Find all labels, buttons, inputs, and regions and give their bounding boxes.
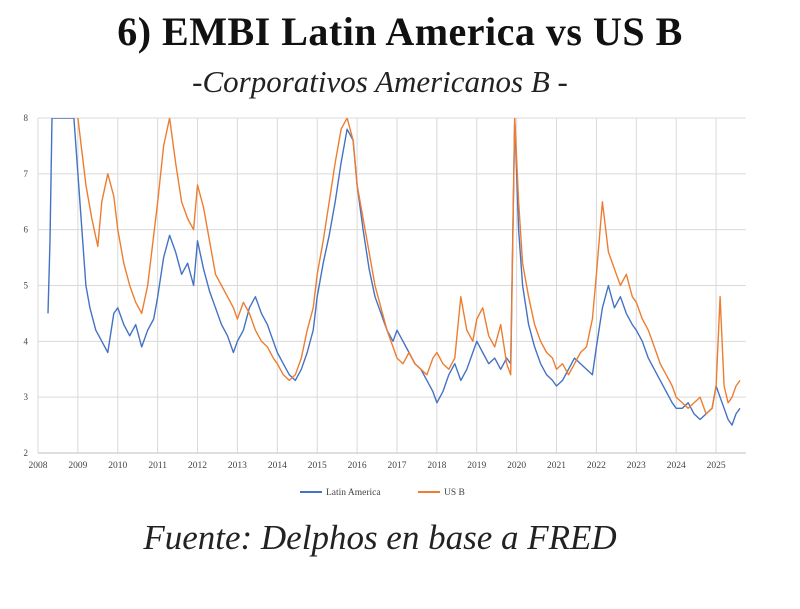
y-tick-label: 4 <box>24 336 29 346</box>
x-tick-label: 2024 <box>667 461 686 471</box>
chart-container: 2 3 4 5 6 7 8 2008 2009 2010 2011 2012 2013 2014 2015 2… <box>10 106 755 510</box>
chart-axes: 2 3 4 5 6 7 8 2008 2009 2010 2011 2012 2013 2014 2015 2… <box>24 113 746 471</box>
x-tick-label: 2019 <box>467 461 486 471</box>
x-tick-label: 2009 <box>68 461 87 471</box>
x-tick-label: 2025 <box>707 461 726 471</box>
x-tick-label: 2013 <box>228 461 247 471</box>
x-tick-label: 2008 <box>29 461 48 471</box>
source-note: Fuente: Delphos en base a FRED <box>143 518 617 557</box>
chart-grid <box>37 117 746 454</box>
page-title: 6) EMBI Latin America vs US B <box>117 9 683 54</box>
x-tick-label: 2020 <box>507 461 526 471</box>
x-tick-label: 2010 <box>108 461 127 471</box>
y-tick-label: 3 <box>24 392 29 402</box>
x-tick-label: 2012 <box>188 461 207 471</box>
chart-background <box>10 106 755 510</box>
legend-label: Latin America <box>326 488 381 498</box>
x-tick-label: 2021 <box>547 461 566 471</box>
x-tick-label: 2018 <box>427 461 446 471</box>
series-line-latin-america <box>47 118 741 426</box>
series-line-us-b <box>77 118 741 415</box>
x-tick-label: 2016 <box>348 461 367 471</box>
y-tick-label: 8 <box>24 113 29 123</box>
y-tick-label: 2 <box>24 448 29 458</box>
page-subtitle: -Corporativos Americanos B - <box>192 64 568 99</box>
chart-legend: Latin America US B <box>300 488 465 498</box>
chart-series <box>47 118 741 426</box>
y-tick-label: 7 <box>24 169 29 179</box>
legend-label: US B <box>444 488 465 498</box>
line-chart: 2 3 4 5 6 7 8 2008 2009 2010 2011 2012 2013 2014 2015 2… <box>10 106 755 510</box>
y-tick-label: 5 <box>24 281 29 291</box>
x-tick-label: 2015 <box>308 461 327 471</box>
x-tick-label: 2011 <box>148 461 167 471</box>
x-tick-label: 2014 <box>268 461 287 471</box>
x-tick-label: 2023 <box>627 461 646 471</box>
y-tick-label: 6 <box>24 225 29 235</box>
x-tick-label: 2022 <box>587 461 606 471</box>
x-tick-label: 2017 <box>387 461 406 471</box>
